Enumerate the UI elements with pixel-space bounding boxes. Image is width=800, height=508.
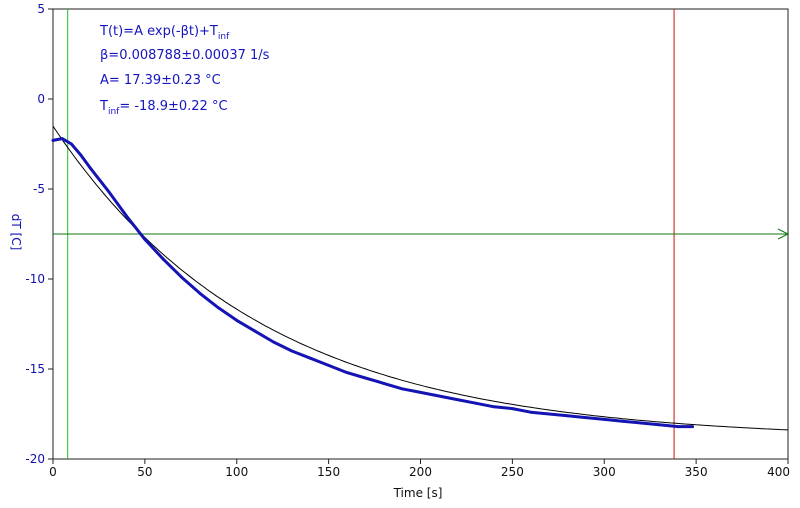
- measured-point-24: [455, 398, 459, 401]
- fit-curve-line: [52, 125, 789, 431]
- measured-point-25: [474, 401, 477, 405]
- fit-model-equation: T(t)=A exp(-βt)+Tinf: [99, 24, 230, 42]
- y-tick-label-1: 0: [37, 92, 45, 106]
- measured-point-16: [308, 356, 312, 360]
- measured-point-17: [327, 364, 330, 367]
- x-tick-label-5: 250: [501, 465, 524, 479]
- measured-point-28: [529, 410, 533, 414]
- measured-point-34: [639, 421, 643, 425]
- x-tick-label-2: 100: [225, 465, 248, 479]
- measured-point-5: [106, 189, 110, 193]
- measured-point-0: [51, 139, 55, 142]
- x-tick-label-8: 400: [767, 465, 790, 479]
- y-tick-label-5: -20: [25, 452, 45, 466]
- measured-point-4: [88, 166, 92, 169]
- measured-point-35: [658, 423, 661, 427]
- measured-point-30: [566, 414, 569, 418]
- fit-annotation: T(t)=A exp(-βt)+Tinf β=0.008788±0.00037 …: [99, 24, 270, 117]
- measured-point-33: [621, 419, 624, 423]
- y-tick-label-2: -5: [33, 182, 45, 196]
- measured-point-36: [676, 425, 680, 428]
- x-axis-title: Time [s]: [393, 486, 443, 500]
- measured-point-32: [602, 418, 606, 421]
- measured-point-19: [364, 376, 367, 380]
- x-tick-label-7: 350: [685, 465, 708, 479]
- fit-tinf: Tinf= -18.9±0.22 °C: [99, 99, 228, 117]
- y-tick-label-3: -10: [25, 272, 45, 286]
- threshold-arrow-icon: [777, 228, 790, 240]
- x-tick-label-1: 50: [137, 465, 152, 479]
- measured-point-7: [143, 238, 147, 241]
- measured-point-21: [400, 387, 404, 391]
- measured-point-14: [272, 340, 275, 344]
- measured-point-20: [382, 382, 386, 385]
- measured-point-31: [584, 416, 588, 419]
- measured-series-line: [51, 137, 694, 429]
- fit-tinf-value: = -18.9±0.22 °C: [119, 99, 227, 114]
- measured-point-27: [511, 407, 514, 410]
- measured-point-18: [345, 371, 349, 374]
- y-axis-title: dT [C]: [9, 214, 23, 251]
- measured-point-12: [235, 319, 239, 322]
- measured-point-11: [217, 306, 220, 310]
- measured-point-2: [70, 142, 73, 146]
- measured-point-3: [79, 153, 82, 157]
- fit-tinf-symbol: T: [99, 99, 108, 114]
- measured-point-23: [437, 394, 441, 398]
- fit-model-text: T(t)=A exp(-βt)+T: [99, 24, 218, 39]
- measured-point-6: [125, 214, 128, 218]
- measured-point-10: [198, 292, 202, 295]
- y-tick-label-0: 5: [37, 2, 45, 16]
- measured-point-8: [161, 257, 165, 261]
- fit-amplitude: A= 17.39±0.23 °C: [100, 73, 221, 88]
- x-tick-label-3: 150: [317, 465, 340, 479]
- measured-point-15: [290, 349, 294, 353]
- measured-point-9: [180, 275, 184, 279]
- measured-point-38: [691, 425, 694, 428]
- x-tick-label-6: 300: [593, 465, 616, 479]
- x-tick-label-4: 200: [409, 465, 432, 479]
- measured-point-37: [685, 425, 689, 428]
- measured-point-29: [547, 412, 551, 416]
- measured-point-1: [60, 137, 64, 141]
- measured-point-26: [492, 405, 496, 409]
- fit-model-subscript: inf: [218, 32, 230, 42]
- fit-tinf-subscript: inf: [108, 107, 120, 117]
- fit-beta: β=0.008788±0.00037 1/s: [100, 48, 270, 63]
- measured-point-13: [253, 329, 257, 333]
- x-tick-label-0: 0: [49, 465, 57, 479]
- y-tick-label-4: -15: [25, 362, 45, 376]
- measured-point-22: [419, 391, 422, 394]
